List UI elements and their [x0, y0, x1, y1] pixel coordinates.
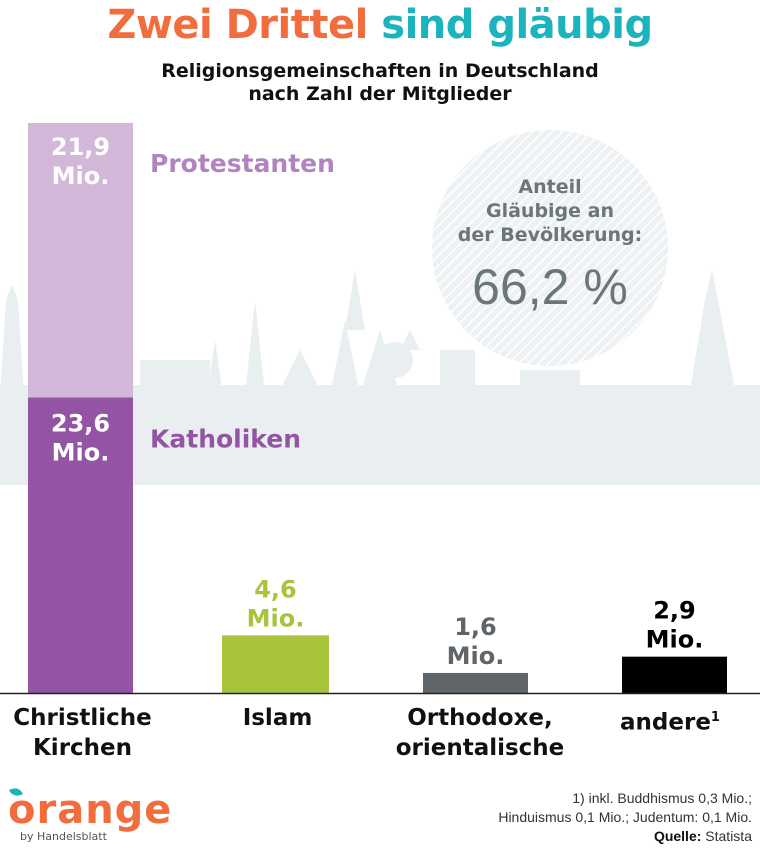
value-unit-protestanten: Mio. — [52, 162, 110, 190]
value-unit-andere: Mio. — [646, 626, 704, 654]
footnote-line-1: 1) inkl. Buddhismus 0,3 Mio.; — [572, 790, 752, 806]
category-label-andere: andere1 — [590, 703, 750, 738]
bar-andere — [622, 656, 727, 693]
footnote-line-2: Hinduismus 0,1 Mio.; Judentum: 0,1 Mio. — [498, 809, 752, 825]
logo-subline: by Handelsblatt — [20, 830, 107, 843]
bar-islam — [222, 635, 329, 693]
share-value: 66,2 % — [472, 259, 628, 315]
category-label-line: Christliche — [13, 705, 152, 731]
category-label-islam: Islam — [195, 703, 360, 733]
value-label-protestanten: 21,9 — [51, 133, 110, 161]
subtitle-line-2: nach Zahl der Mitglieder — [248, 83, 512, 105]
series-label-protestanten: Protestanten — [150, 149, 335, 178]
subtitle-line-1: Religionsgemeinschaften in Deutschland — [161, 60, 599, 82]
category-label-line: Kirchen — [32, 735, 133, 761]
value-label-andere: 2,9 — [653, 597, 696, 625]
series-label-katholiken: Katholiken — [150, 424, 301, 453]
source-label: Quelle: — [653, 828, 702, 844]
category-label-line: orientalische — [395, 735, 565, 761]
bar-katholiken — [28, 397, 133, 693]
value-label-katholiken: 23,6 — [51, 409, 110, 437]
circle-label-line-3: der Bevölkerung: — [457, 224, 643, 246]
category-label-line: andere — [620, 709, 711, 736]
bar-protestanten — [28, 123, 133, 398]
value-unit-islam: Mio. — [247, 604, 305, 632]
value-unit-katholiken: Mio. — [52, 438, 110, 466]
circle-label-line-2: Gläubige an — [485, 200, 615, 222]
circle-label-line-1: Anteil — [518, 176, 582, 198]
footnote-marker: 1 — [710, 710, 720, 725]
value-label-orthodoxe: 1,6 — [454, 613, 497, 641]
logo-wordmark: orange — [8, 787, 173, 833]
orange-logo: orange by Handelsblatt — [8, 790, 172, 843]
title-part-2: sind gläubig — [381, 2, 653, 48]
bar-orthodoxe — [423, 672, 528, 693]
source-line: Quelle: Statista — [498, 827, 752, 846]
category-label-orthodoxe: Orthodoxe, orientalische — [380, 703, 580, 763]
title-part-1: Zwei Drittel — [107, 2, 368, 48]
chart-title: Zwei Drittel sind gläubig — [0, 2, 760, 48]
value-unit-orthodoxe: Mio. — [447, 642, 505, 670]
value-label-islam: 4,6 — [254, 575, 297, 603]
chart-subtitle: Religionsgemeinschaften in Deutschland n… — [0, 60, 760, 106]
category-label-line: Islam — [242, 705, 313, 731]
share-circle-label: Anteil Gläubige an der Bevölkerung: — [430, 175, 670, 247]
footnote: 1) inkl. Buddhismus 0,3 Mio.; Hinduismus… — [498, 789, 752, 846]
category-label-christliche-kirchen: Christliche Kirchen — [0, 703, 165, 763]
category-label-line: Orthodoxe, — [407, 705, 553, 731]
source-value: Statista — [705, 828, 752, 844]
